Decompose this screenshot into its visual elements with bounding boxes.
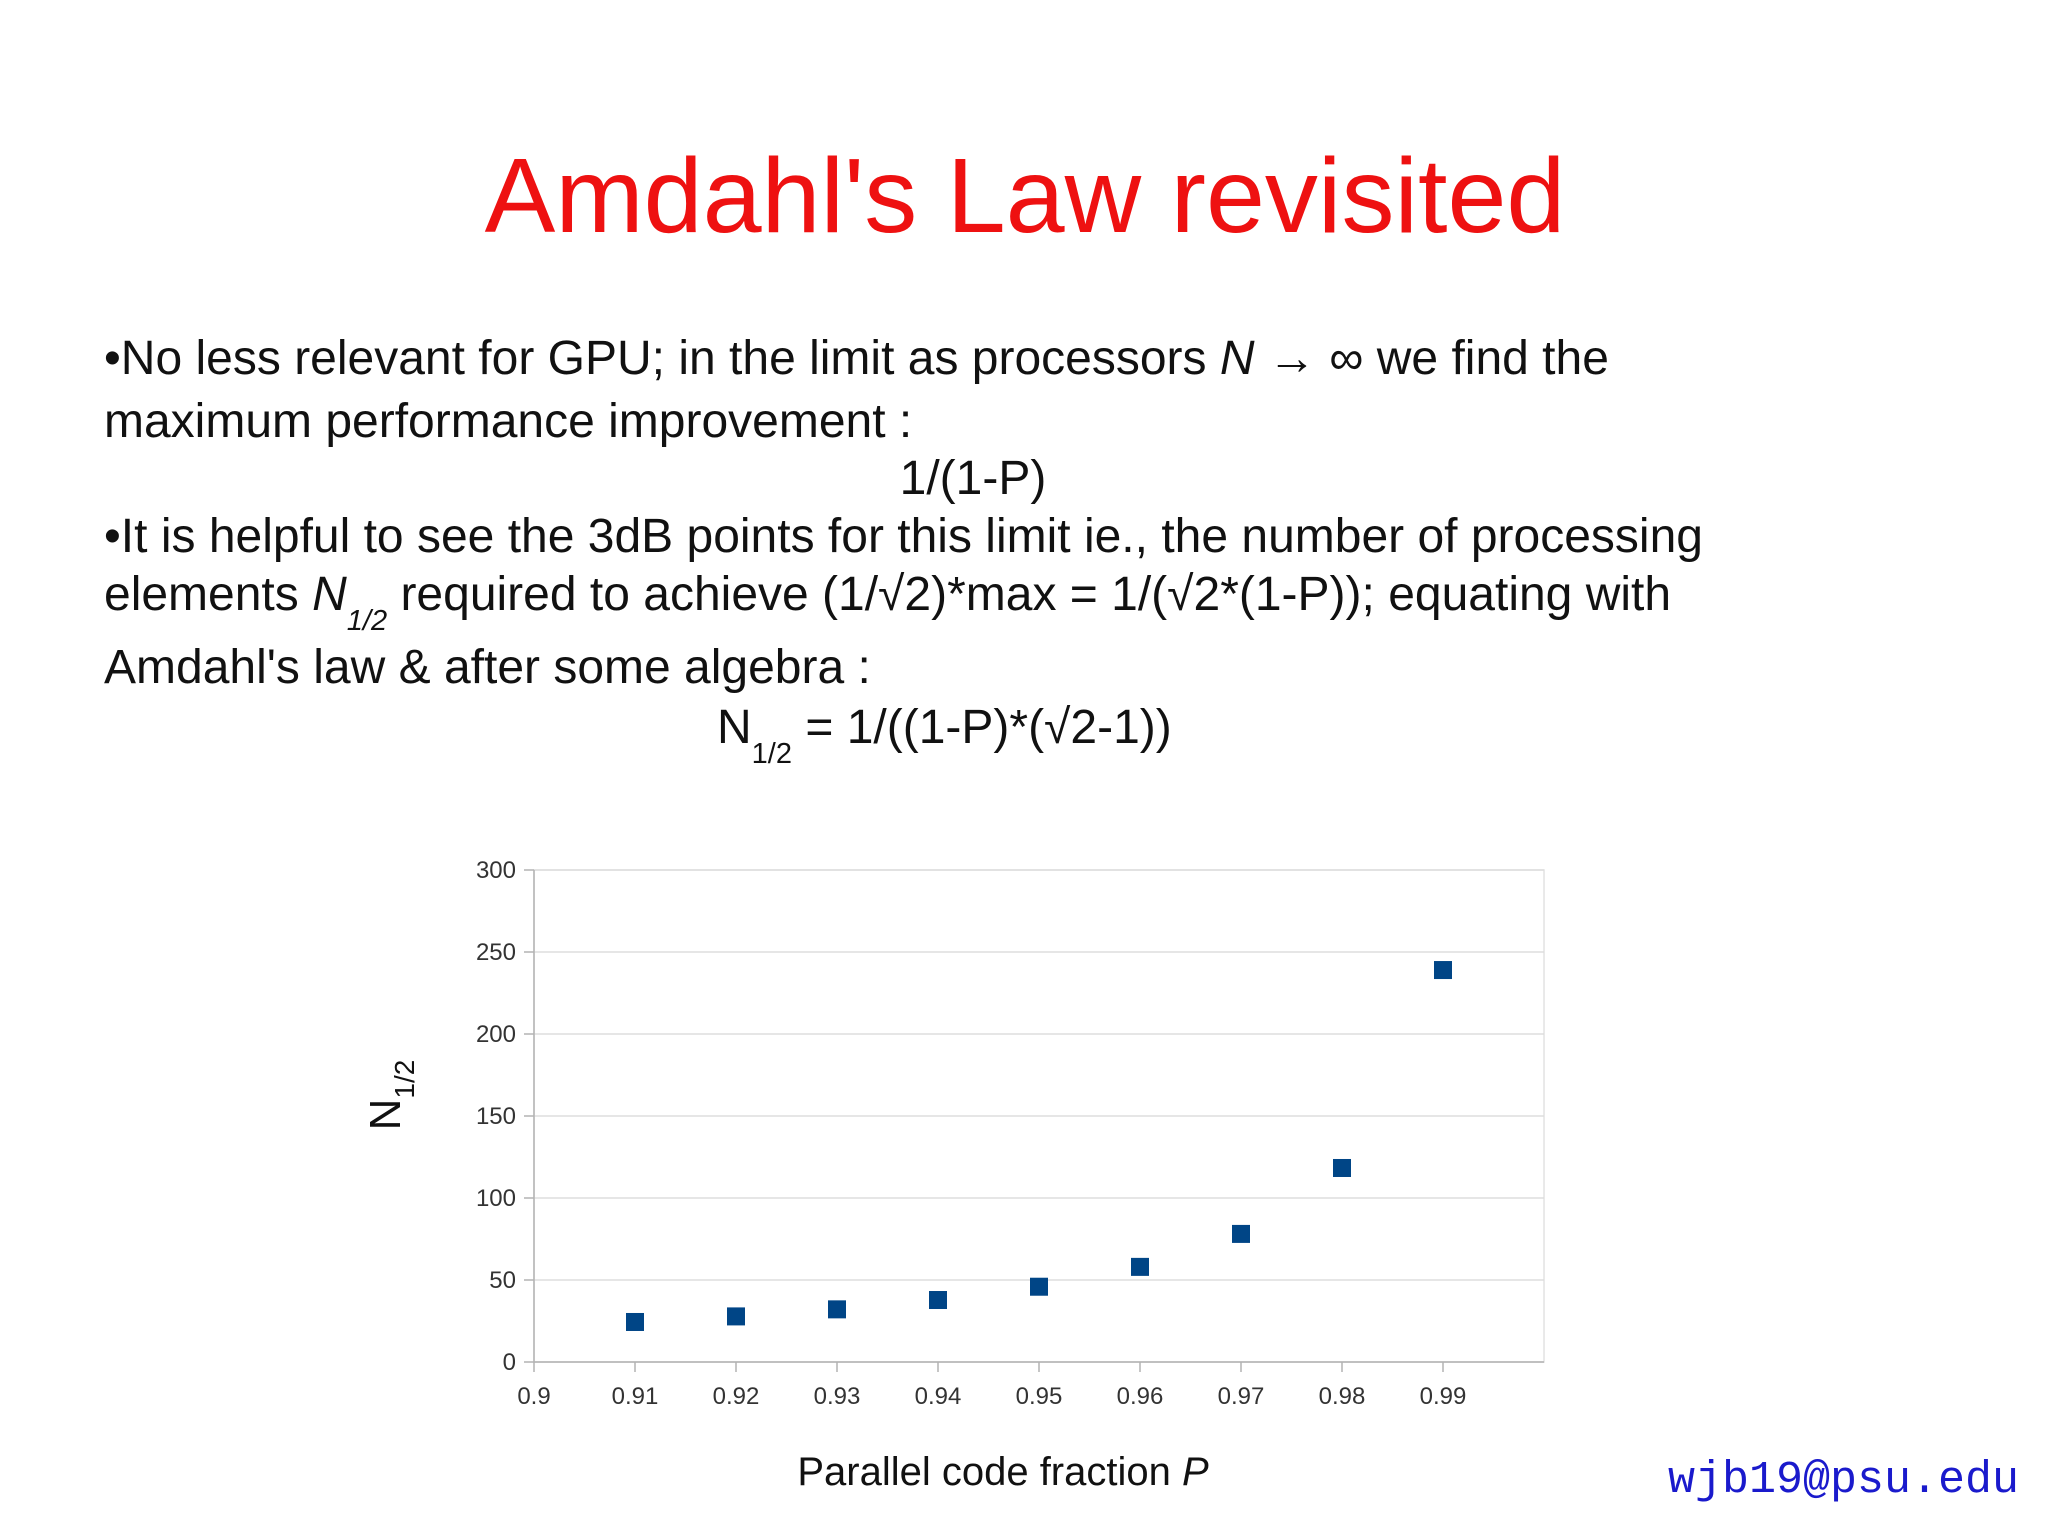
slide-title: Amdahl's Law revisited: [485, 137, 1566, 255]
y-tick-label: 50: [489, 1267, 516, 1294]
point: [1131, 1257, 1149, 1276]
bullet-line: maximum performance improvement :: [104, 395, 912, 448]
x-tick-label: 0.94: [915, 1383, 962, 1410]
footer-email: wjb19@psu.edu: [1668, 1455, 2019, 1506]
point: [828, 1300, 846, 1319]
x-tick-label: 0.97: [1218, 1383, 1265, 1410]
x-tick-label: 0.95: [1016, 1383, 1063, 1410]
bullet-line: •No less relevant for GPU; in the limit …: [104, 332, 1609, 385]
y-tick-label: 0: [503, 1349, 516, 1376]
formula: 1/(1-P): [900, 452, 1047, 505]
bullet-line: •It is helpful to see the 3dB points for…: [104, 510, 1703, 563]
y-tick-label: 150: [476, 1103, 516, 1130]
x-tick-label: 0.96: [1117, 1383, 1164, 1410]
y-tick-label: 300: [476, 857, 516, 884]
y-axis-label: N1/2: [361, 1060, 420, 1131]
y-tick-label: 250: [476, 939, 516, 966]
x-tick-label: 0.93: [814, 1383, 861, 1410]
x-tick-label: 0.9: [517, 1383, 550, 1410]
x-tick-label: 0.91: [612, 1383, 659, 1410]
point: [1030, 1277, 1048, 1296]
y-tick-label: 100: [476, 1185, 516, 1212]
formula: N1/2 = 1/((1-P)*(√2-1)): [717, 701, 1172, 770]
point: [626, 1312, 644, 1331]
point: [1333, 1158, 1351, 1177]
bullet-line: Amdahl's law & after some algebra :: [104, 641, 871, 694]
x-tick-label: 0.99: [1420, 1383, 1467, 1410]
bullet-line: elements N1/2 required to achieve (1/√2)…: [104, 568, 1671, 637]
x-axis-label: Parallel code fraction P: [797, 1450, 1209, 1494]
point: [929, 1291, 947, 1310]
point: [727, 1307, 745, 1326]
y-tick-label: 200: [476, 1021, 516, 1048]
point: [1434, 961, 1452, 980]
point: [1232, 1224, 1250, 1243]
x-tick-label: 0.98: [1319, 1383, 1366, 1410]
x-tick-label: 0.92: [713, 1383, 760, 1410]
